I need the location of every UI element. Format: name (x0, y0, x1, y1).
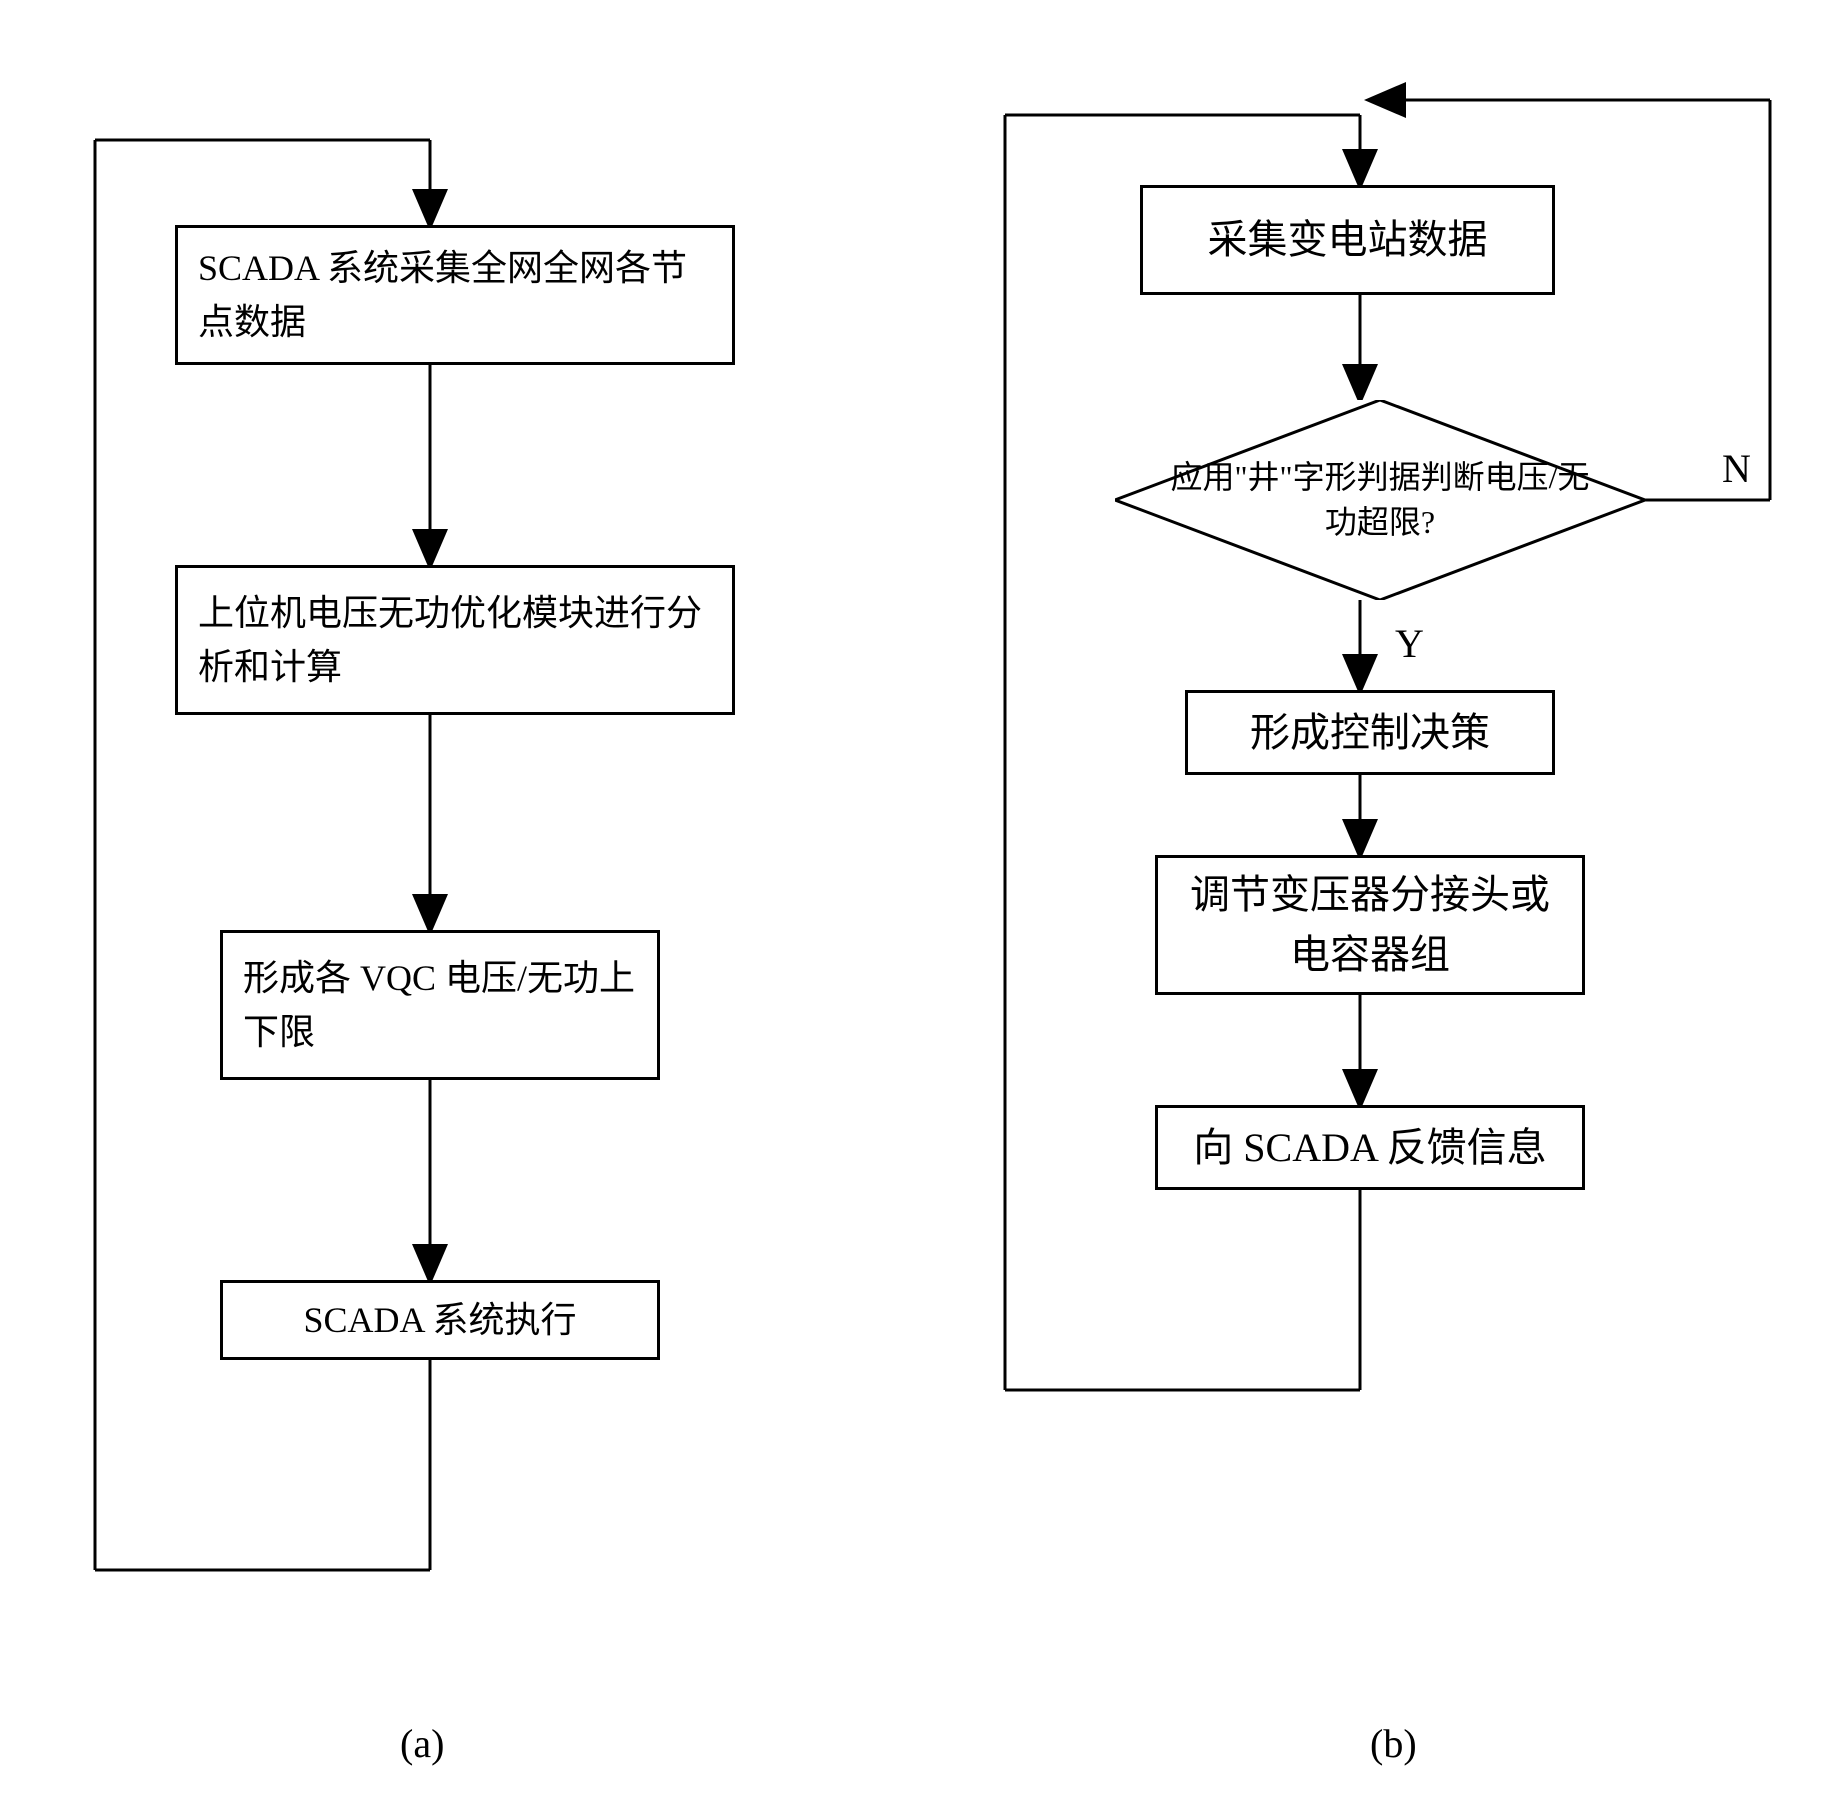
process-text-a3: 形成各 VQC 电压/无功上下限 (243, 951, 637, 1059)
process-text-b3: 形成控制决策 (1250, 703, 1490, 763)
decision-text-b2: 应用"井"字形判据判断电压/无功超限? (1168, 455, 1592, 545)
process-text-a1: SCADA 系统采集全网全网各节点数据 (198, 241, 712, 349)
process-b3: 形成控制决策 (1185, 690, 1555, 775)
process-a1: SCADA 系统采集全网全网各节点数据 (175, 225, 735, 365)
process-a2: 上位机电压无功优化模块进行分析和计算 (175, 565, 735, 715)
caption-a: (a) (400, 1720, 444, 1767)
process-a4: SCADA 系统执行 (220, 1280, 660, 1360)
process-b5: 向 SCADA 反馈信息 (1155, 1105, 1585, 1190)
process-text-b1: 采集变电站数据 (1208, 210, 1488, 270)
process-text-a4: SCADA 系统执行 (303, 1293, 576, 1347)
process-a3: 形成各 VQC 电压/无功上下限 (220, 930, 660, 1080)
process-text-b5: 向 SCADA 反馈信息 (1193, 1118, 1546, 1178)
caption-b: (b) (1370, 1720, 1417, 1767)
edge-label-0: Y (1395, 620, 1424, 667)
process-b1: 采集变电站数据 (1140, 185, 1555, 295)
decision-b2: 应用"井"字形判据判断电压/无功超限? (1115, 400, 1645, 600)
process-text-b4: 调节变压器分接头或电容器组 (1178, 865, 1562, 985)
process-text-a2: 上位机电压无功优化模块进行分析和计算 (198, 586, 712, 694)
process-b4: 调节变压器分接头或电容器组 (1155, 855, 1585, 995)
edge-label-1: N (1722, 445, 1751, 492)
